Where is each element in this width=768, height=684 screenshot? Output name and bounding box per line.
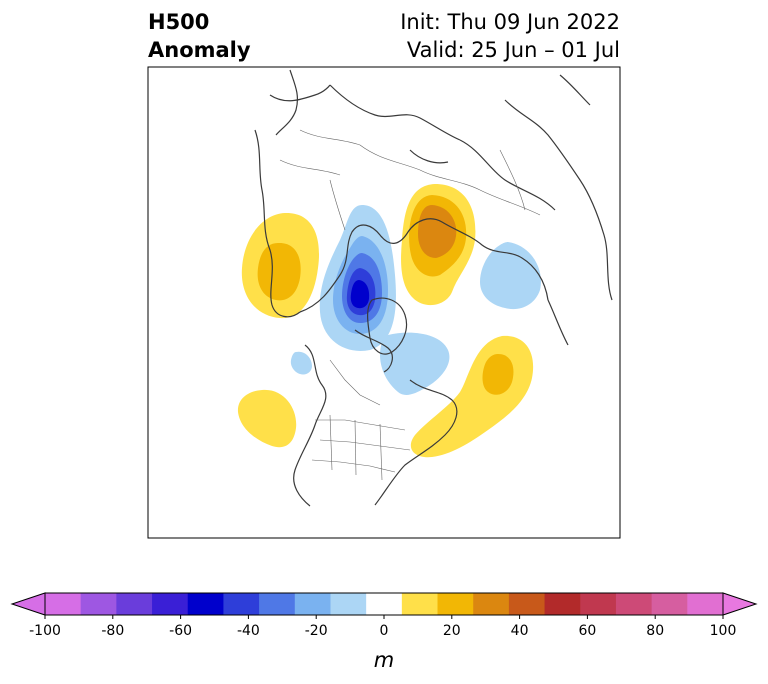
anomaly-arctic-negative: [319, 205, 396, 351]
colorbar-ticks: -100 -80 -60 -40 -20 0 20 40 60 80 100: [29, 615, 736, 639]
anomaly-west-positive: [241, 212, 320, 319]
colorbar-tick-label: -20: [305, 623, 328, 639]
colorbar-segment: [437, 593, 474, 615]
title-type: Anomaly: [148, 38, 251, 62]
colorbar-tick-label: 0: [380, 623, 389, 639]
colorbar-segment: [366, 593, 403, 615]
map-edge-patch: [148, 285, 158, 317]
colorbar-tick-label: -80: [101, 623, 124, 639]
colorbar-segment: [80, 593, 117, 615]
colorbar-tick-label: -40: [237, 623, 260, 639]
anomaly-scandinavia-positive: [401, 184, 476, 306]
colorbar-segment: [615, 593, 653, 615]
colorbar-tick-label: 20: [443, 623, 461, 639]
colorbar-tick-label: -60: [169, 623, 192, 639]
coastlines: [254, 69, 613, 507]
colorbar-tick-label: 100: [710, 623, 737, 639]
anomaly-alaska-negative: [290, 351, 312, 375]
colorbar-tick-label: -100: [29, 623, 61, 639]
colorbar-tick-label: 80: [646, 623, 664, 639]
colorbar-segment: [294, 593, 331, 615]
colorbar-segment: [508, 593, 546, 615]
anomaly-siberia-negative: [480, 242, 541, 310]
colorbar-segment: [580, 593, 617, 615]
colorbar-segment: [45, 593, 82, 615]
colorbar-extend-high: [722, 592, 758, 616]
colorbar-extend-low: [10, 592, 46, 616]
colorbar-segment: [544, 593, 581, 615]
colorbar-segment: [330, 593, 367, 615]
title-left: H500 Anomaly: [148, 8, 251, 64]
valid-range: Valid: 25 Jun – 01 Jul: [406, 38, 620, 62]
anomaly-pacific-positive: [237, 389, 297, 448]
colorbar-segment: [651, 593, 688, 615]
title-variable: H500: [148, 10, 210, 34]
colorbar-tick-label: 40: [511, 623, 529, 639]
colorbar-segment: [152, 593, 189, 615]
title-right: Init: Thu 09 Jun 2022 Valid: 25 Jun – 01…: [400, 8, 620, 64]
colorbar-tick-label: 60: [578, 623, 596, 639]
anomaly-hudson-negative: [380, 332, 450, 395]
colorbar-segment: [259, 593, 296, 615]
colorbar-segment: [116, 593, 153, 615]
political-borders: [279, 129, 541, 481]
colorbar-unit: m: [374, 648, 394, 672]
colorbar-segment: [473, 593, 510, 615]
colorbar-segment: [687, 593, 724, 615]
colorbar-segments: [45, 593, 724, 615]
init-date: Init: Thu 09 Jun 2022: [400, 10, 620, 34]
colorbar-segment: [401, 593, 439, 615]
colorbar-segment: [223, 593, 260, 615]
colorbar-segment: [187, 593, 224, 615]
map-frame: [147, 66, 621, 539]
anomaly-atlantic-positive: [410, 335, 534, 458]
